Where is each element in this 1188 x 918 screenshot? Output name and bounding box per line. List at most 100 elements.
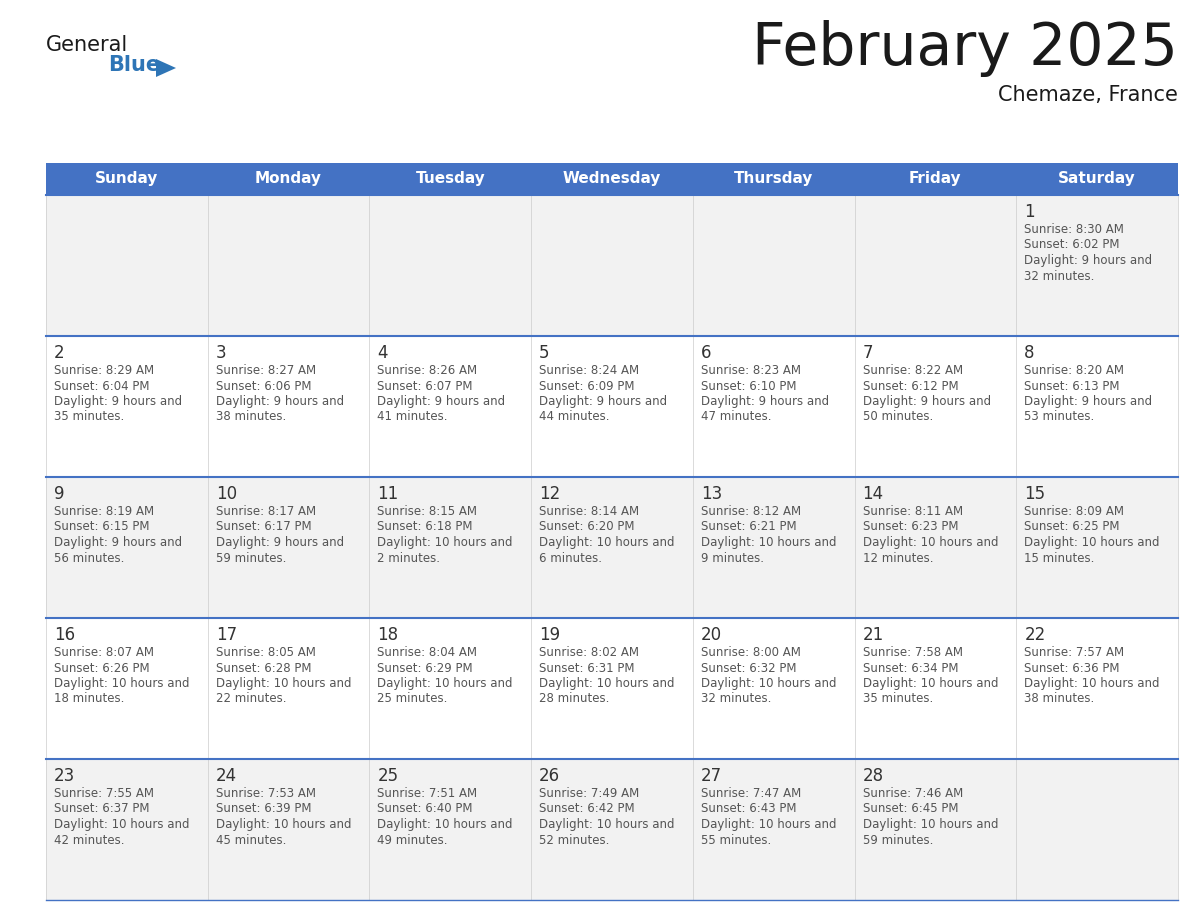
Text: 26: 26: [539, 767, 561, 785]
Text: Sunrise: 8:14 AM: Sunrise: 8:14 AM: [539, 505, 639, 518]
Text: 12 minutes.: 12 minutes.: [862, 552, 933, 565]
Text: Sunset: 6:18 PM: Sunset: 6:18 PM: [378, 521, 473, 533]
Text: 16: 16: [53, 626, 75, 644]
Text: Daylight: 9 hours and: Daylight: 9 hours and: [378, 395, 506, 408]
Text: Sunrise: 8:05 AM: Sunrise: 8:05 AM: [216, 646, 316, 659]
Text: Sunday: Sunday: [95, 172, 158, 186]
Text: Sunset: 6:40 PM: Sunset: 6:40 PM: [378, 802, 473, 815]
Text: Sunset: 6:13 PM: Sunset: 6:13 PM: [1024, 379, 1120, 393]
Bar: [369, 163, 531, 195]
Text: Daylight: 9 hours and: Daylight: 9 hours and: [216, 395, 343, 408]
Text: 21: 21: [862, 626, 884, 644]
Text: Daylight: 10 hours and: Daylight: 10 hours and: [701, 818, 836, 831]
Text: Sunset: 6:02 PM: Sunset: 6:02 PM: [1024, 239, 1120, 252]
Text: 56 minutes.: 56 minutes.: [53, 552, 125, 565]
Text: Sunset: 6:26 PM: Sunset: 6:26 PM: [53, 662, 150, 675]
Text: Sunrise: 8:04 AM: Sunrise: 8:04 AM: [378, 646, 478, 659]
Text: Daylight: 10 hours and: Daylight: 10 hours and: [378, 818, 513, 831]
Text: Daylight: 9 hours and: Daylight: 9 hours and: [53, 395, 182, 408]
Text: Sunrise: 7:51 AM: Sunrise: 7:51 AM: [378, 787, 478, 800]
Text: Daylight: 10 hours and: Daylight: 10 hours and: [216, 818, 352, 831]
Text: 8: 8: [1024, 344, 1035, 362]
Text: Sunset: 6:15 PM: Sunset: 6:15 PM: [53, 521, 150, 533]
Text: 35 minutes.: 35 minutes.: [53, 410, 125, 423]
Bar: [46, 336, 1178, 477]
Text: 52 minutes.: 52 minutes.: [539, 834, 609, 846]
Text: Sunrise: 7:46 AM: Sunrise: 7:46 AM: [862, 787, 962, 800]
Text: 2: 2: [53, 344, 64, 362]
Text: 53 minutes.: 53 minutes.: [1024, 410, 1094, 423]
Text: Sunset: 6:21 PM: Sunset: 6:21 PM: [701, 521, 796, 533]
Text: 28: 28: [862, 767, 884, 785]
Text: 6: 6: [701, 344, 712, 362]
Text: Chemaze, France: Chemaze, France: [998, 85, 1178, 105]
Text: 49 minutes.: 49 minutes.: [378, 834, 448, 846]
Text: Sunset: 6:09 PM: Sunset: 6:09 PM: [539, 379, 634, 393]
Text: 1: 1: [1024, 203, 1035, 221]
Text: 9: 9: [53, 485, 64, 503]
Text: February 2025: February 2025: [752, 20, 1178, 77]
Text: Sunset: 6:32 PM: Sunset: 6:32 PM: [701, 662, 796, 675]
Bar: [46, 163, 208, 195]
Text: Daylight: 10 hours and: Daylight: 10 hours and: [1024, 536, 1159, 549]
Text: 32 minutes.: 32 minutes.: [701, 692, 771, 706]
Text: 11: 11: [378, 485, 399, 503]
Text: Sunset: 6:23 PM: Sunset: 6:23 PM: [862, 521, 958, 533]
Text: Daylight: 10 hours and: Daylight: 10 hours and: [701, 677, 836, 690]
Bar: [531, 163, 693, 195]
Bar: [208, 163, 369, 195]
Text: 3: 3: [216, 344, 227, 362]
Text: Saturday: Saturday: [1059, 172, 1136, 186]
Text: 12: 12: [539, 485, 561, 503]
Text: 35 minutes.: 35 minutes.: [862, 692, 933, 706]
Text: 32 minutes.: 32 minutes.: [1024, 270, 1094, 283]
Text: 23: 23: [53, 767, 75, 785]
Text: 18: 18: [378, 626, 398, 644]
Text: 15 minutes.: 15 minutes.: [1024, 552, 1094, 565]
Bar: [46, 618, 1178, 759]
Text: Daylight: 9 hours and: Daylight: 9 hours and: [701, 395, 829, 408]
Text: 19: 19: [539, 626, 561, 644]
Text: Sunset: 6:45 PM: Sunset: 6:45 PM: [862, 802, 958, 815]
Text: Sunrise: 8:24 AM: Sunrise: 8:24 AM: [539, 364, 639, 377]
Text: Tuesday: Tuesday: [416, 172, 485, 186]
Text: 25: 25: [378, 767, 398, 785]
Bar: [46, 195, 1178, 336]
Text: 22 minutes.: 22 minutes.: [216, 692, 286, 706]
Text: Sunrise: 7:57 AM: Sunrise: 7:57 AM: [1024, 646, 1124, 659]
Text: 20: 20: [701, 626, 722, 644]
Text: Sunset: 6:34 PM: Sunset: 6:34 PM: [862, 662, 958, 675]
Text: Sunrise: 8:19 AM: Sunrise: 8:19 AM: [53, 505, 154, 518]
Text: 6 minutes.: 6 minutes.: [539, 552, 602, 565]
Text: Daylight: 10 hours and: Daylight: 10 hours and: [378, 536, 513, 549]
Text: 45 minutes.: 45 minutes.: [216, 834, 286, 846]
Text: Daylight: 10 hours and: Daylight: 10 hours and: [1024, 677, 1159, 690]
Text: Daylight: 10 hours and: Daylight: 10 hours and: [53, 818, 190, 831]
Text: Daylight: 9 hours and: Daylight: 9 hours and: [1024, 254, 1152, 267]
Text: Sunrise: 8:26 AM: Sunrise: 8:26 AM: [378, 364, 478, 377]
Text: Monday: Monday: [255, 172, 322, 186]
Text: 41 minutes.: 41 minutes.: [378, 410, 448, 423]
Text: Sunset: 6:43 PM: Sunset: 6:43 PM: [701, 802, 796, 815]
Text: Sunrise: 7:49 AM: Sunrise: 7:49 AM: [539, 787, 639, 800]
Text: Sunset: 6:12 PM: Sunset: 6:12 PM: [862, 379, 959, 393]
Text: Sunset: 6:25 PM: Sunset: 6:25 PM: [1024, 521, 1120, 533]
Text: Sunset: 6:42 PM: Sunset: 6:42 PM: [539, 802, 634, 815]
Text: Sunrise: 8:27 AM: Sunrise: 8:27 AM: [216, 364, 316, 377]
Text: Daylight: 10 hours and: Daylight: 10 hours and: [539, 677, 675, 690]
Text: Sunrise: 8:30 AM: Sunrise: 8:30 AM: [1024, 223, 1124, 236]
Text: Sunset: 6:37 PM: Sunset: 6:37 PM: [53, 802, 150, 815]
Text: Daylight: 9 hours and: Daylight: 9 hours and: [53, 536, 182, 549]
Text: 15: 15: [1024, 485, 1045, 503]
Text: Daylight: 9 hours and: Daylight: 9 hours and: [862, 395, 991, 408]
Text: Sunrise: 8:15 AM: Sunrise: 8:15 AM: [378, 505, 478, 518]
Text: Daylight: 10 hours and: Daylight: 10 hours and: [862, 677, 998, 690]
Text: Daylight: 10 hours and: Daylight: 10 hours and: [862, 818, 998, 831]
Text: Sunset: 6:04 PM: Sunset: 6:04 PM: [53, 379, 150, 393]
Text: Sunset: 6:10 PM: Sunset: 6:10 PM: [701, 379, 796, 393]
Text: Sunrise: 7:53 AM: Sunrise: 7:53 AM: [216, 787, 316, 800]
Bar: [693, 163, 854, 195]
Text: Sunset: 6:36 PM: Sunset: 6:36 PM: [1024, 662, 1120, 675]
Text: Sunrise: 8:00 AM: Sunrise: 8:00 AM: [701, 646, 801, 659]
Text: Sunset: 6:07 PM: Sunset: 6:07 PM: [378, 379, 473, 393]
